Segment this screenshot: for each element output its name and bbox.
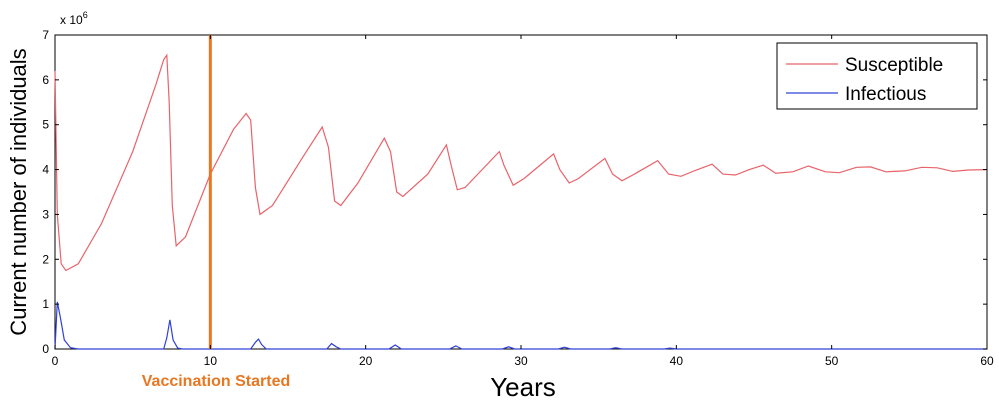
x-tick-label: 30 — [514, 354, 528, 368]
vaccination-started-label: Vaccination Started — [142, 373, 291, 390]
tick-layer: 0 10 20 30 40 50 60 0 1 2 3 4 5 6 7 — [42, 28, 994, 368]
y-multiplier-label: x 106 — [60, 10, 88, 27]
y-tick-label: 6 — [42, 73, 49, 87]
y-axis-title: Current number of individuals — [6, 48, 31, 335]
y-tick-label: 2 — [42, 252, 49, 266]
series-line-infectious — [54, 301, 987, 350]
y-tick-label: 5 — [42, 118, 49, 132]
x-tick-label: 40 — [670, 354, 684, 368]
x-tick-label: 60 — [980, 354, 994, 368]
y-tick-label: 7 — [42, 28, 49, 42]
x-tick-label: 0 — [52, 354, 59, 368]
series-layer — [54, 53, 988, 350]
x-tick-label: 50 — [825, 354, 839, 368]
series-line-susceptible — [54, 53, 988, 272]
x-tick-label: 20 — [359, 354, 373, 368]
legend-label-infectious: Infectious — [845, 84, 926, 105]
legend: Susceptible Infectious — [776, 42, 978, 110]
y-tick-label: 3 — [42, 207, 49, 221]
y-tick-label: 1 — [42, 297, 49, 311]
y-tick-label: 0 — [42, 342, 49, 356]
legend-label-susceptible: Susceptible — [845, 55, 943, 76]
legend-box — [776, 42, 978, 110]
y-tick-label: 4 — [42, 163, 49, 177]
x-axis-title: Years — [490, 372, 556, 402]
x-tick-label: 10 — [204, 354, 218, 368]
